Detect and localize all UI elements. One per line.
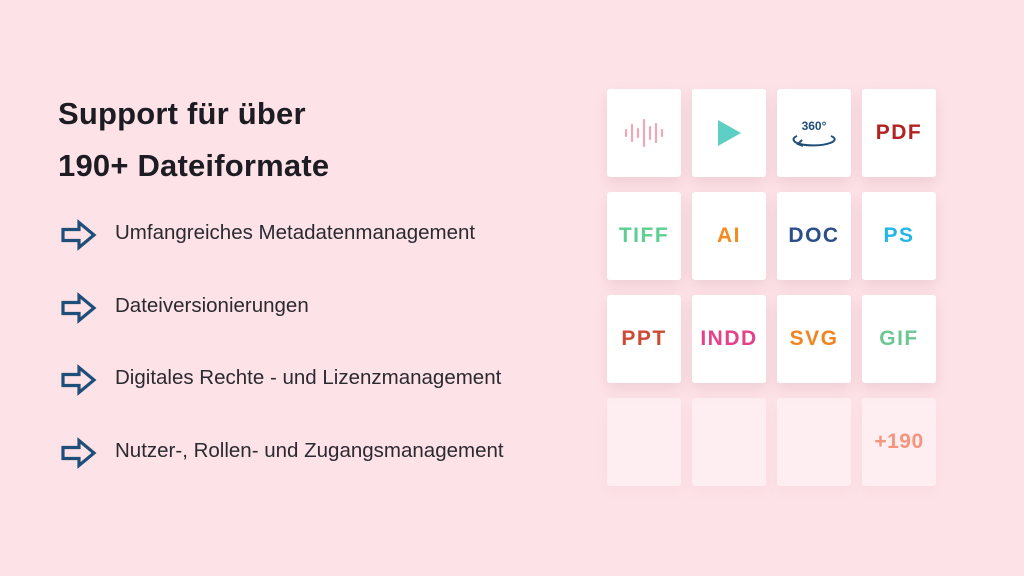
- format-tile-empty: [692, 398, 766, 486]
- headline: Support für über 190+ Dateiformate: [58, 88, 329, 192]
- format-tile-empty: [777, 398, 851, 486]
- view-360-label: 360°: [801, 118, 827, 133]
- arrow-right-icon: [61, 291, 97, 324]
- feature-list: Umfangreiches Metadatenmanagement Dateiv…: [60, 216, 580, 507]
- feature-item: Digitales Rechte - und Lizenzmanagement: [60, 361, 580, 434]
- format-tile-doc: DOC: [777, 192, 851, 280]
- feature-item: Umfangreiches Metadatenmanagement: [60, 216, 580, 289]
- format-tile-ppt: PPT: [607, 295, 681, 383]
- feature-item: Dateiversionierungen: [60, 289, 580, 362]
- feature-label: Dateiversionierungen: [115, 293, 309, 317]
- feature-label: Digitales Rechte - und Lizenzmanagement: [115, 366, 502, 390]
- arrow-right-icon: [61, 219, 97, 251]
- format-tile-indd: INDD: [692, 295, 766, 383]
- arrow-right-icon: [61, 364, 97, 397]
- feature-label: Nutzer-, Rollen- und Zugangsmanagement: [115, 439, 504, 463]
- format-tile-tiff: TIFF: [607, 192, 681, 280]
- format-tile-video: [692, 89, 766, 177]
- format-tile-360: 360°: [777, 89, 851, 177]
- feature-label: Umfangreiches Metadatenmanagement: [115, 221, 476, 244]
- format-tile-empty: [607, 398, 681, 486]
- rotate-360-icon: [792, 134, 836, 147]
- format-tile-pdf: PDF: [862, 89, 936, 177]
- arrow-right-icon: [61, 437, 97, 469]
- format-tile-ai: AI: [692, 192, 766, 280]
- feature-item: Nutzer-, Rollen- und Zugangsmanagement: [60, 434, 580, 507]
- format-tile-gif: GIF: [862, 295, 936, 383]
- format-tile-svg: SVG: [777, 295, 851, 383]
- audio-wave-icon: [624, 118, 664, 148]
- format-tile-audio: [607, 89, 681, 177]
- format-tile-more: +190: [862, 398, 936, 486]
- headline-line-1: Support für über: [58, 96, 306, 131]
- headline-line-2: 190+ Dateiformate: [58, 148, 330, 183]
- format-tile-ps: PS: [862, 192, 936, 280]
- play-icon: [718, 120, 741, 146]
